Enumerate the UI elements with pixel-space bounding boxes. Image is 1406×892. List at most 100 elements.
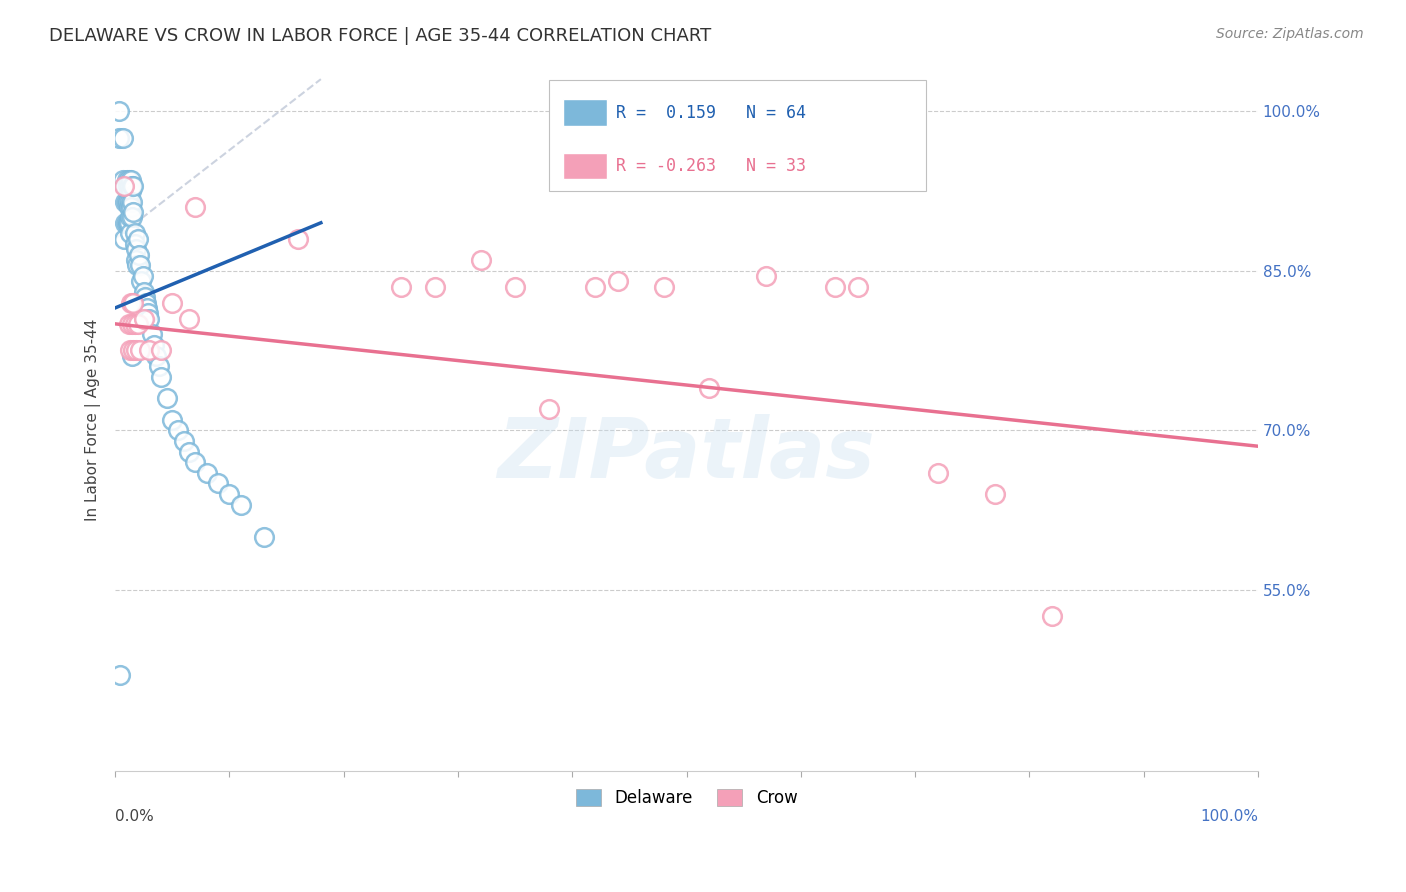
Legend: Delaware, Crow: Delaware, Crow bbox=[567, 780, 806, 815]
Point bbox=[115, 173, 138, 187]
Point bbox=[118, 317, 141, 331]
Text: 100.0%: 100.0% bbox=[1199, 809, 1258, 824]
Point bbox=[138, 343, 160, 358]
Text: DELAWARE VS CROW IN LABOR FORCE | AGE 35-44 CORRELATION CHART: DELAWARE VS CROW IN LABOR FORCE | AGE 35… bbox=[49, 27, 711, 45]
Point bbox=[607, 274, 630, 288]
Text: Source: ZipAtlas.com: Source: ZipAtlas.com bbox=[1216, 27, 1364, 41]
Point bbox=[118, 173, 141, 187]
Point bbox=[173, 434, 195, 448]
Point bbox=[145, 349, 167, 363]
Point bbox=[121, 317, 143, 331]
Point bbox=[136, 306, 159, 320]
Point bbox=[112, 232, 135, 246]
Point bbox=[423, 279, 446, 293]
Point bbox=[120, 200, 142, 214]
Point bbox=[118, 194, 141, 209]
Point bbox=[162, 412, 184, 426]
Point bbox=[107, 104, 129, 119]
FancyBboxPatch shape bbox=[550, 80, 927, 192]
Point bbox=[112, 173, 135, 187]
Point bbox=[470, 253, 492, 268]
Point bbox=[120, 173, 142, 187]
Text: R = -0.263   N = 33: R = -0.263 N = 33 bbox=[616, 157, 806, 175]
Text: ZIPatlas: ZIPatlas bbox=[498, 414, 876, 495]
Point bbox=[132, 311, 155, 326]
Point bbox=[167, 423, 190, 437]
Point bbox=[118, 211, 141, 225]
Point bbox=[112, 130, 135, 145]
FancyBboxPatch shape bbox=[564, 153, 606, 179]
Point bbox=[121, 194, 143, 209]
Point bbox=[122, 205, 145, 219]
Point bbox=[121, 349, 143, 363]
Text: R =  0.159   N = 64: R = 0.159 N = 64 bbox=[616, 103, 806, 121]
Point bbox=[120, 295, 142, 310]
Point bbox=[162, 295, 184, 310]
Point bbox=[179, 444, 201, 458]
Point bbox=[253, 530, 276, 544]
Point bbox=[699, 381, 721, 395]
Point bbox=[131, 268, 153, 283]
Point bbox=[179, 311, 201, 326]
Point bbox=[127, 232, 149, 246]
Point bbox=[118, 216, 141, 230]
Point bbox=[122, 178, 145, 193]
Point bbox=[121, 211, 143, 225]
Point bbox=[118, 184, 141, 198]
Text: 0.0%: 0.0% bbox=[115, 809, 153, 824]
Point bbox=[287, 232, 309, 246]
Point bbox=[120, 184, 142, 198]
Point bbox=[128, 248, 150, 262]
Point bbox=[124, 317, 146, 331]
Point bbox=[129, 258, 152, 272]
Point bbox=[755, 268, 778, 283]
Point bbox=[984, 487, 1007, 501]
Point bbox=[824, 279, 846, 293]
Point bbox=[184, 200, 207, 214]
Point bbox=[503, 279, 526, 293]
Point bbox=[138, 311, 160, 326]
Point bbox=[229, 498, 252, 512]
Point bbox=[127, 317, 149, 331]
Point bbox=[207, 476, 229, 491]
Point bbox=[122, 295, 145, 310]
Point bbox=[135, 295, 157, 310]
Point bbox=[538, 401, 561, 416]
Point bbox=[124, 237, 146, 252]
Y-axis label: In Labor Force | Age 35-44: In Labor Force | Age 35-44 bbox=[86, 318, 101, 521]
Point bbox=[149, 343, 172, 358]
Point bbox=[118, 178, 141, 193]
Point bbox=[195, 466, 218, 480]
Point bbox=[218, 487, 240, 501]
FancyBboxPatch shape bbox=[564, 99, 606, 126]
Point bbox=[125, 243, 148, 257]
Point bbox=[121, 178, 143, 193]
Point bbox=[184, 455, 207, 469]
Point bbox=[149, 370, 172, 384]
Point bbox=[124, 227, 146, 241]
Point bbox=[118, 343, 141, 358]
Point bbox=[114, 178, 136, 193]
Point bbox=[155, 392, 177, 406]
Point bbox=[1040, 609, 1063, 624]
Point bbox=[129, 343, 152, 358]
Point bbox=[117, 178, 139, 193]
Point bbox=[927, 466, 949, 480]
Point bbox=[118, 227, 141, 241]
Point bbox=[117, 216, 139, 230]
Point bbox=[115, 216, 138, 230]
Point bbox=[652, 279, 675, 293]
Point bbox=[136, 301, 159, 315]
Point bbox=[112, 178, 135, 193]
Point bbox=[583, 279, 606, 293]
Point bbox=[148, 359, 170, 374]
Point bbox=[122, 343, 145, 358]
Point bbox=[108, 668, 131, 682]
Point bbox=[141, 327, 163, 342]
Point bbox=[389, 279, 412, 293]
Point bbox=[107, 130, 129, 145]
Point bbox=[125, 253, 148, 268]
Point bbox=[114, 194, 136, 209]
Point bbox=[132, 285, 155, 299]
Point bbox=[131, 274, 153, 288]
